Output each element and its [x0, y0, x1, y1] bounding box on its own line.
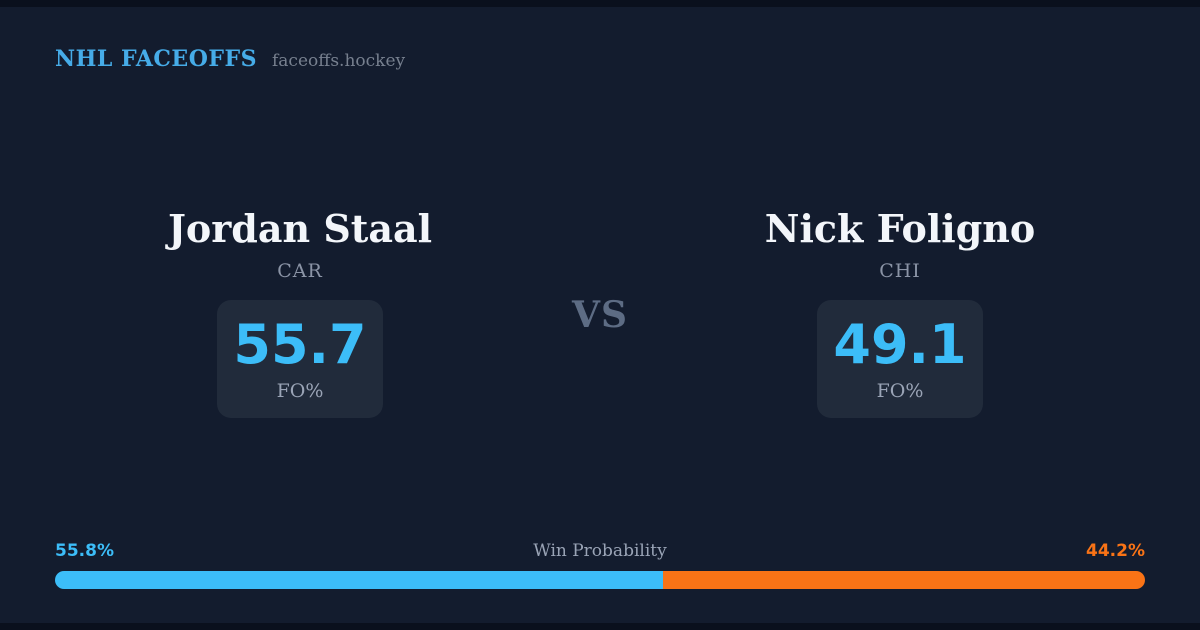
header: NHL FACEOFFS faceoffs.hockey — [55, 46, 405, 72]
stat-card: 55.7 FO% — [217, 299, 383, 418]
stat-label: FO% — [276, 379, 324, 402]
win-probability-labels: 55.8% Win Probability 44.2% — [55, 541, 1145, 561]
player-card-left: Jordan Staal CAR 55.7 FO% — [100, 208, 500, 418]
vs-label: VS — [572, 294, 628, 336]
player-card-right: Nick Foligno CHI 49.1 FO% — [700, 208, 1100, 418]
player-team: CHI — [879, 259, 921, 282]
letterbox-bottom — [0, 623, 1200, 630]
stat-card: 49.1 FO% — [817, 299, 983, 418]
win-prob-title: Win Probability — [533, 541, 667, 561]
win-bar-left-segment — [55, 571, 664, 589]
player-name: Nick Foligno — [764, 206, 1036, 251]
site-url: faceoffs.hockey — [272, 51, 406, 71]
player-team: CAR — [277, 259, 323, 282]
win-probability-bar — [55, 571, 1145, 589]
stat-value: 55.7 — [233, 312, 367, 376]
stat-label: FO% — [876, 379, 924, 402]
player-name: Jordan Staal — [167, 206, 433, 251]
win-bar-right-segment — [663, 571, 1145, 589]
stat-value: 49.1 — [833, 312, 967, 376]
win-prob-right-pct: 44.2% — [1086, 541, 1145, 561]
brand-title: NHL FACEOFFS — [55, 46, 257, 72]
letterbox-top — [0, 0, 1200, 7]
win-prob-left-pct: 55.8% — [55, 541, 114, 561]
win-probability-section: 55.8% Win Probability 44.2% — [55, 541, 1145, 589]
